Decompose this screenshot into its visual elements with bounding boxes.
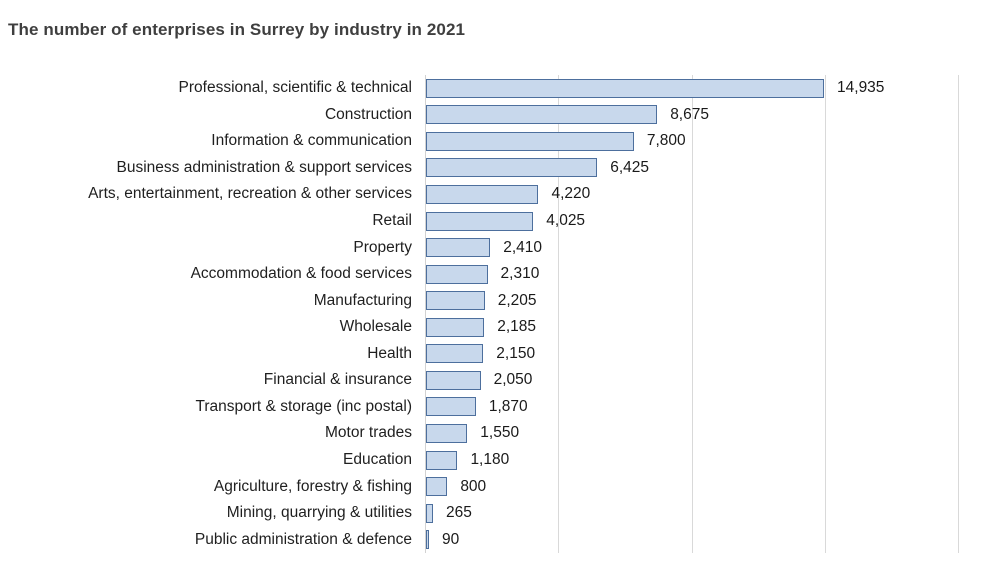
category-label: Mining, quarrying & utilities <box>226 504 412 522</box>
value-label: 265 <box>446 504 472 522</box>
value-label: 1,180 <box>470 451 510 469</box>
category-label: Transport & storage (inc postal) <box>195 397 412 415</box>
value-label: 6,425 <box>610 158 650 176</box>
value-label: 1,870 <box>488 397 528 415</box>
category-label: Business administration & support servic… <box>116 158 413 176</box>
category-label: Retail <box>372 212 412 230</box>
bar <box>426 317 485 337</box>
gridline <box>558 75 560 553</box>
category-label: Construction <box>324 105 412 123</box>
bar <box>426 450 458 470</box>
gridline <box>958 75 959 553</box>
value-label: 90 <box>442 530 460 548</box>
bar <box>426 105 658 125</box>
bar <box>426 530 429 550</box>
category-label: Public administration & defence <box>194 530 412 548</box>
category-label: Agriculture, forestry & fishing <box>213 477 412 495</box>
bar <box>426 211 534 231</box>
bar <box>426 344 484 364</box>
bar <box>426 78 825 98</box>
bar <box>426 238 491 258</box>
value-label: 7,800 <box>646 132 686 150</box>
category-label: Information & communication <box>211 132 412 150</box>
value-label: 14,935 <box>837 79 885 97</box>
bar <box>426 185 539 204</box>
value-label: 2,310 <box>500 265 540 283</box>
bar <box>426 370 481 390</box>
category-label: Health <box>367 344 412 362</box>
value-label: 8,675 <box>670 105 709 123</box>
category-label: Arts, entertainment, recreation & other … <box>88 185 412 203</box>
bar <box>426 424 468 443</box>
category-label: Professional, scientific & technical <box>178 79 412 97</box>
value-label: 4,025 <box>546 212 586 230</box>
value-label: 2,410 <box>503 238 543 256</box>
bar <box>426 158 598 178</box>
category-label: Financial & insurance <box>263 371 412 389</box>
value-label: 1,550 <box>480 424 520 442</box>
bar <box>426 131 634 151</box>
chart-title: The number of enterprises in Surrey by i… <box>8 20 466 39</box>
category-label: Education <box>343 451 412 469</box>
value-label: 2,150 <box>496 344 536 362</box>
category-label: Motor trades <box>324 424 412 442</box>
category-label: Accommodation & food services <box>190 265 412 283</box>
gridline <box>691 75 693 553</box>
plot-area: 14,935 8,675 7,800 6,425 4,220 4,025 2,410 2,31… <box>425 75 959 553</box>
category-label: Property <box>353 238 412 256</box>
category-axis: Professional, scientific & technical Cons… <box>0 75 412 553</box>
value-label: 800 <box>460 477 487 495</box>
gridline <box>824 75 826 553</box>
bar <box>426 397 476 417</box>
category-label: Manufacturing <box>313 291 412 309</box>
value-label: 2,205 <box>497 291 537 309</box>
value-label: 4,220 <box>551 185 591 203</box>
bar <box>426 503 434 523</box>
category-label: Wholesale <box>339 318 412 336</box>
bar <box>426 291 485 311</box>
value-label: 2,185 <box>497 318 537 336</box>
bar <box>426 264 488 284</box>
bar <box>426 477 448 497</box>
value-label: 2,050 <box>493 371 533 389</box>
